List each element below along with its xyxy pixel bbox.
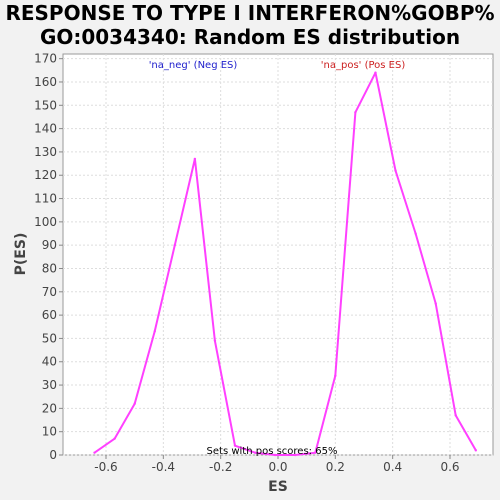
y-tick-label: 40	[42, 355, 57, 369]
es-data-point	[133, 402, 136, 405]
y-tick-label: 130	[34, 145, 57, 159]
y-tick-label: 170	[34, 52, 57, 66]
es-data-point	[193, 157, 197, 161]
y-tick-label: 20	[42, 401, 57, 415]
x-tick-label: 0.0	[268, 460, 287, 474]
neg-es-annotation: 'na_neg' (Neg ES)	[149, 60, 238, 71]
y-tick-label: 50	[42, 331, 57, 345]
y-axis-label: P(ES)	[13, 233, 29, 276]
y-tick-label: 120	[34, 168, 57, 182]
y-tick-label: 90	[42, 238, 57, 252]
es-data-point	[253, 451, 257, 454]
es-data-point	[93, 451, 96, 454]
es-data-point	[273, 453, 277, 457]
es-data-point	[374, 71, 377, 74]
es-data-point	[113, 437, 116, 440]
es-data-point	[153, 330, 156, 333]
es-distribution-line	[93, 71, 477, 456]
es-data-point	[233, 444, 237, 447]
es-data-point	[474, 449, 477, 452]
es-data-point	[434, 302, 437, 305]
es-data-point	[294, 453, 297, 457]
x-axis-label: ES	[268, 479, 288, 495]
y-tick-label: 60	[42, 308, 57, 322]
es-data-point	[414, 232, 417, 235]
es-series	[93, 71, 477, 457]
es-data-point	[334, 374, 337, 377]
y-tick-label: 0	[49, 448, 57, 462]
y-tick-label: 80	[42, 261, 57, 275]
y-tick-label: 160	[34, 75, 57, 89]
y-axis: 0 10 20 30 40 50 60 70 80 90 100 110 120 130 140 150 160…	[34, 52, 63, 462]
x-axis: -0.6 -0.4 -0.2 0.0 0.2 0.4 0.6	[94, 455, 460, 474]
y-tick-label: 10	[42, 425, 57, 439]
x-tick-label: -0.2	[209, 460, 232, 474]
es-data-point	[173, 243, 176, 247]
chart-title-line2: GO:0034340: Random ES distribution	[40, 25, 460, 49]
y-tick-label: 110	[34, 192, 57, 206]
y-tick-label: 30	[42, 378, 57, 392]
chart-title-line1: RESPONSE TO TYPE I INTERFERON%GOBP%	[5, 1, 494, 25]
y-tick-label: 140	[34, 122, 57, 136]
x-tick-label: -0.6	[94, 460, 117, 474]
y-tick-label: 150	[34, 98, 57, 112]
es-data-point	[454, 414, 457, 417]
grid-lines	[63, 54, 493, 456]
es-data-point	[354, 111, 357, 114]
x-tick-label: 0.4	[383, 460, 402, 474]
y-tick-label: 70	[42, 285, 57, 299]
es-data-point	[314, 451, 317, 454]
pos-es-annotation: 'na_pos' (Pos ES)	[321, 60, 406, 71]
x-tick-label: -0.4	[152, 460, 175, 474]
es-data-point	[213, 339, 217, 342]
pos-scores-annotation: Sets with pos scores: 65%	[207, 446, 338, 457]
es-data-point	[394, 169, 397, 172]
x-tick-label: 0.6	[440, 460, 459, 474]
y-tick-label: 100	[34, 215, 57, 229]
x-tick-label: 0.2	[326, 460, 345, 474]
